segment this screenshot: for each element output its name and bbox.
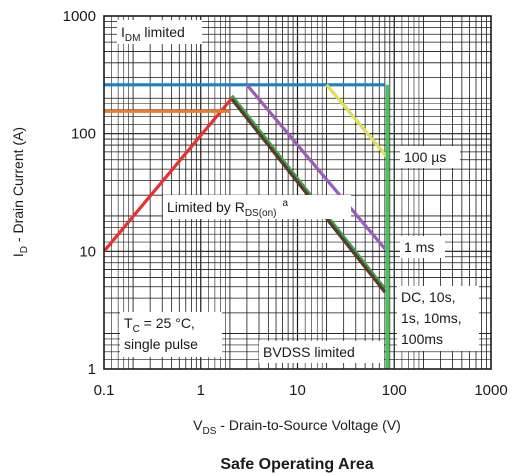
ms1-label-box	[400, 236, 445, 258]
x-tick-label: 10	[289, 382, 306, 399]
ms1-label: 1 ms	[404, 239, 434, 255]
x-tick-label: 100	[382, 382, 407, 399]
bvdss-label-box	[259, 341, 384, 363]
x-tick-label: 1000	[474, 382, 507, 399]
series-line-3	[325, 83, 389, 159]
bvdss-label: BVDSS limited	[263, 344, 355, 360]
y-tick-label: 10	[79, 243, 96, 260]
tick-labels: 0.1 1 10 100 1000 1 10 100 1000	[63, 8, 508, 399]
y-tick-label: 100	[71, 126, 96, 143]
series-line-5	[230, 94, 387, 290]
x-axis-title: VDS - Drain-to-Source Voltage (V)	[193, 417, 401, 437]
dc-label-line1: DC, 10s,	[401, 289, 455, 305]
pulse-label: single pulse	[124, 336, 198, 352]
tc-label: TC = 25 °C,	[124, 315, 195, 335]
us100-label: 100 µs	[404, 149, 446, 165]
rds-label-box	[163, 195, 351, 219]
y-axis-title: ID - Drain Current (A)	[10, 127, 30, 257]
idm-label-box	[117, 20, 202, 44]
x-tick-label: 0.1	[94, 382, 115, 399]
chart-title: Safe Operating Area	[220, 456, 373, 473]
dc-label-box	[397, 286, 479, 351]
series-line-4	[245, 83, 387, 250]
series-group	[102, 83, 389, 369]
x-tick-label: 1	[197, 382, 205, 399]
idm-label: IDM limited	[121, 24, 185, 44]
series-line-0	[102, 97, 234, 253]
y-tick-label: 1000	[63, 8, 96, 25]
us100-label-box	[400, 146, 460, 168]
dc-label-line3: 100ms	[401, 331, 443, 347]
plot-frame	[103, 15, 492, 370]
tc-label-box	[120, 312, 222, 357]
y-tick-label: 1	[88, 361, 96, 378]
rds-label: Limited by RDS(on)a	[167, 198, 289, 219]
dc-label-line2: 1s, 10ms,	[401, 310, 462, 326]
